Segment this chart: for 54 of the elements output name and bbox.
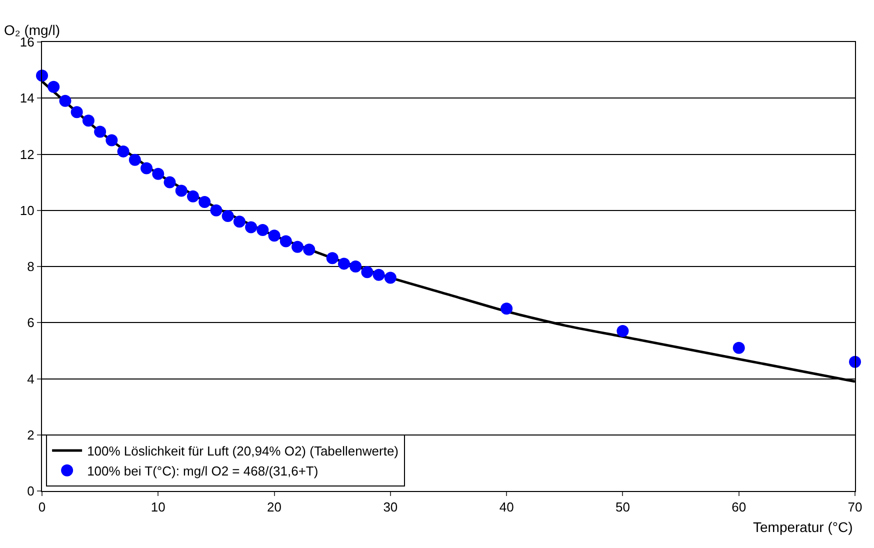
point [198,196,211,208]
point [361,266,374,278]
point [152,168,164,180]
point [616,325,629,338]
point [292,240,304,253]
point [210,204,222,216]
point [106,134,118,146]
point [280,235,292,248]
point [117,145,130,158]
y-tick-label: 14 [20,90,34,106]
legend-label: 100% Löslichkeit für Luft (20,94% O2) (Tabellenwerte) [87,444,399,459]
x-axis-title: Temperatur (°C) [753,519,853,535]
y-tick-label: 6 [27,315,34,330]
x-tick-label: 0 [38,500,46,515]
x-tick-label: 20 [267,500,282,515]
point [140,162,153,174]
x-tick-label: 10 [150,500,166,515]
point [256,224,269,236]
point [164,176,176,188]
point [48,80,60,93]
point [372,268,385,281]
point [500,302,513,315]
y-tick-label: 0 [27,484,34,499]
point [338,258,350,270]
x-tick-label: 70 [848,500,862,515]
legend-label: 100% bei T(°C): mg/l O2 = 468/(31,6+T) [87,463,318,478]
point [70,106,83,118]
point [233,216,246,228]
x-tick-label: 60 [732,500,746,515]
point [59,94,72,107]
point [350,260,362,272]
point [36,70,48,82]
x-tick-label: 40 [499,500,514,515]
y-tick-label: 8 [27,259,34,274]
y-tick-label: 4 [27,371,34,386]
point [732,342,745,354]
point [94,126,106,138]
point [384,272,396,284]
point [268,230,280,242]
point [849,356,861,368]
point [82,114,94,127]
y-axis-title: O₂ (mg/l) [4,22,60,38]
point [303,244,316,256]
point [222,210,234,222]
point [175,184,188,197]
x-tick-label: 30 [383,500,398,515]
point [245,221,258,234]
point [128,154,141,166]
y-tick-label: 12 [20,146,34,162]
x-tick-label: 50 [615,500,630,515]
y-tick-label: 10 [20,202,34,218]
point [186,190,199,202]
point [326,252,338,264]
y-tick-label: 2 [27,427,34,442]
